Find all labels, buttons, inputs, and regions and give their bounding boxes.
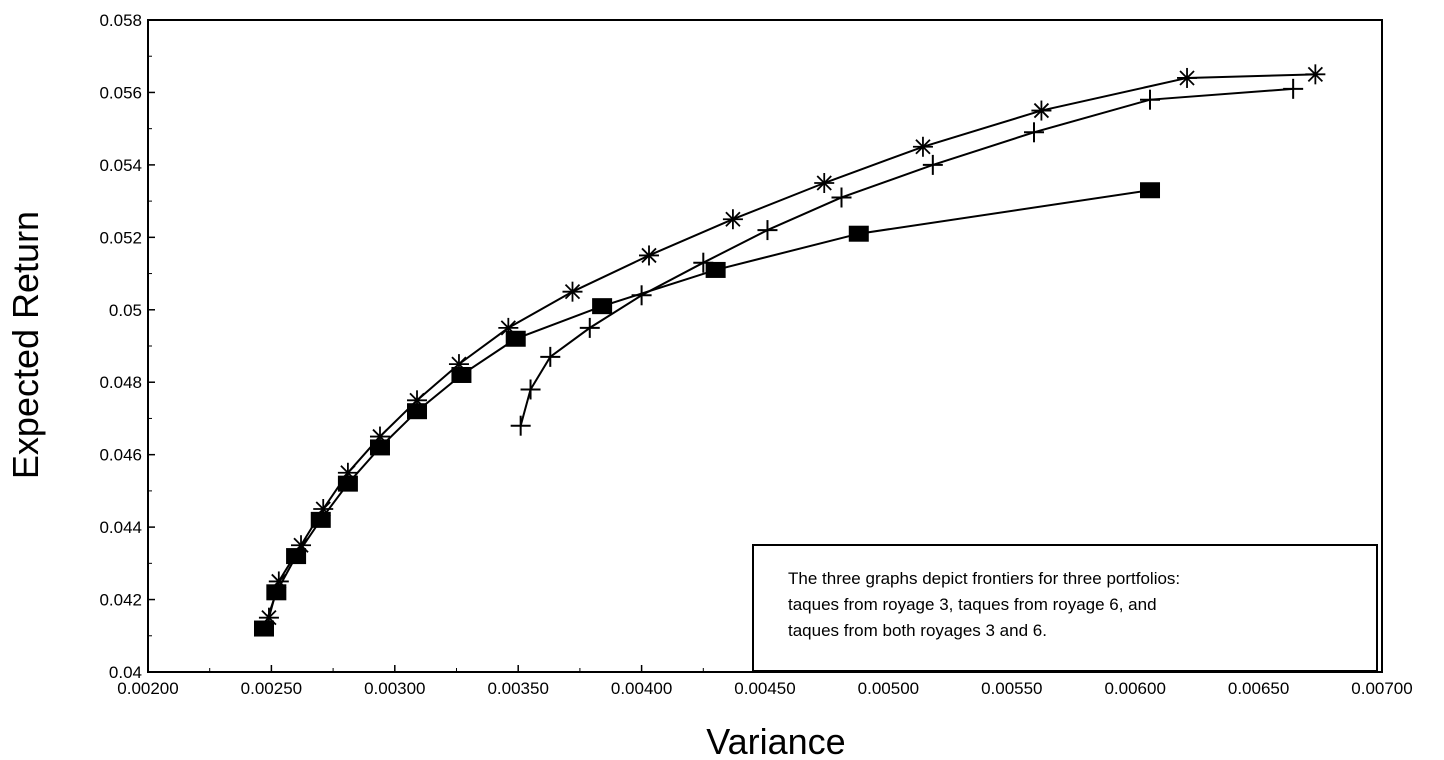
square-point (505, 330, 526, 347)
x-tick-label: 0.00700 (1351, 679, 1412, 698)
series-asterisk (258, 64, 1326, 628)
plus-point (831, 187, 852, 208)
square-point (266, 584, 287, 601)
square-point (286, 548, 307, 565)
x-tick-label: 0.00200 (117, 679, 178, 698)
square-point (369, 439, 390, 456)
plus-point (1140, 89, 1161, 110)
asterisk-point (722, 209, 743, 230)
y-axis: 0.04 0.042 0.044 0.046 0.048 0.05 0.052 0.054 0.… (99, 11, 155, 682)
asterisk-point (639, 245, 660, 266)
square-point (253, 620, 274, 637)
x-axis: 0.00200 0.00250 0.00300 0.00350 0.00400 0.004… (117, 665, 1413, 698)
series-line (519, 87, 1294, 426)
asterisk-point (1031, 100, 1052, 121)
x-tick-label: 0.00450 (734, 679, 795, 698)
square-point (848, 225, 869, 242)
square-point (705, 261, 726, 278)
x-tick-label: 0.00550 (981, 679, 1042, 698)
y-tick-label: 0.04 (109, 663, 142, 682)
y-tick-label: 0.05 (109, 301, 142, 320)
plus-point (540, 346, 561, 367)
plus-point (520, 379, 541, 400)
annotation-line: The three graphs depict frontiers for th… (788, 569, 1181, 588)
series-plus (510, 78, 1304, 436)
plus-point (1283, 78, 1304, 99)
asterisk-point (814, 173, 835, 193)
x-tick-label: 0.00500 (858, 679, 919, 698)
square-point (1140, 182, 1161, 199)
y-axis-label: Expected Return (5, 211, 46, 479)
plus-point (510, 415, 531, 436)
asterisk-point (562, 281, 583, 302)
x-tick-label: 0.00400 (611, 679, 672, 698)
plus-point (579, 317, 600, 338)
square-point (451, 366, 472, 383)
x-tick-label: 0.00250 (241, 679, 302, 698)
series-line (267, 73, 1316, 618)
x-tick-label: 0.00600 (1104, 679, 1165, 698)
y-tick-label: 0.056 (99, 83, 142, 102)
y-tick-label: 0.042 (99, 591, 142, 610)
x-tick-label: 0.00300 (364, 679, 425, 698)
asterisk-point (1177, 67, 1198, 88)
square-point (592, 298, 613, 315)
series-filled-square (253, 182, 1161, 637)
y-tick-label: 0.058 (99, 11, 142, 30)
y-tick-label: 0.046 (99, 446, 142, 465)
x-tick-label: 0.00350 (487, 679, 548, 698)
asterisk-point (1305, 64, 1326, 85)
x-axis-label: Variance (706, 721, 845, 760)
annotation-box: The three graphs depict frontiers for th… (752, 544, 1378, 672)
plus-point (1024, 122, 1045, 143)
square-point (310, 511, 331, 528)
y-tick-label: 0.044 (99, 518, 142, 537)
square-point (337, 475, 358, 492)
y-tick-label: 0.054 (99, 156, 142, 175)
square-point (407, 403, 428, 420)
y-tick-label: 0.048 (99, 373, 142, 392)
asterisk-point (912, 136, 933, 157)
plus-point (757, 220, 778, 241)
x-tick-label: 0.00650 (1228, 679, 1289, 698)
annotation-line: taques from both royages 3 and 6. (788, 621, 1047, 640)
plus-point (922, 154, 943, 175)
y-tick-label: 0.052 (99, 228, 142, 247)
annotation-line: taques from royage 3, taques from royage… (788, 595, 1157, 614)
series-layer (253, 64, 1326, 637)
